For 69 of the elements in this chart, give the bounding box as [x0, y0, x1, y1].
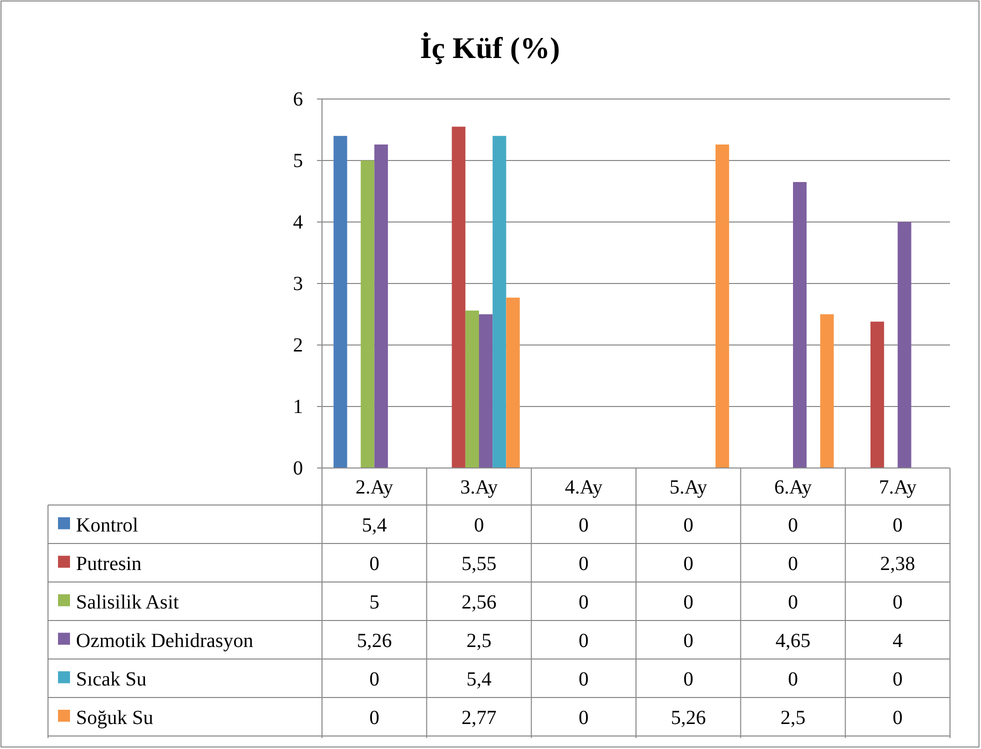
data-label: 0 [578, 514, 589, 536]
data-label: 5,4 [466, 668, 492, 690]
data-label: 0 [788, 591, 798, 614]
data-label: 5,26 [670, 706, 706, 729]
bar [870, 322, 884, 468]
bar [820, 314, 834, 468]
data-label: 0 [788, 552, 798, 575]
data-label: 0 [788, 514, 798, 536]
x-tick-label: 3.Ay [460, 476, 498, 498]
data-label: 0 [369, 706, 380, 729]
y-tick-label: 0 [293, 457, 303, 480]
data-label: 0 [578, 706, 589, 729]
data-label: 2,56 [462, 591, 496, 614]
data-label: 0 [683, 514, 694, 536]
legend-label: Soğuk Su [76, 706, 154, 729]
data-label: 0 [683, 630, 694, 652]
bar [793, 182, 807, 468]
data-label: 0 [578, 591, 589, 614]
x-tick-label: 7.Ay [878, 476, 916, 498]
data-label: 0 [578, 630, 589, 652]
legend-label: Putresin [76, 552, 142, 575]
x-tick-label: 6.Ay [774, 476, 812, 498]
data-label: 0 [369, 668, 380, 690]
x-tick-label: 2.Ay [356, 476, 394, 498]
bar [334, 136, 348, 468]
x-tick-label: 4.Ay [564, 476, 602, 498]
y-tick-label: 1 [293, 396, 303, 418]
data-label: 0 [892, 706, 903, 729]
bar [898, 222, 912, 468]
data-label: 0 [892, 514, 903, 536]
bar [479, 314, 493, 468]
bar [465, 310, 479, 468]
chart-title: İç Küf (%) [420, 32, 560, 65]
data-label: 4,65 [776, 630, 810, 652]
data-label: 2,77 [462, 706, 496, 729]
y-tick-label: 5 [293, 150, 303, 172]
data-label: 0 [474, 514, 484, 536]
data-label: 0 [369, 552, 380, 575]
data-label: 0 [892, 591, 903, 614]
bar [360, 160, 374, 468]
data-label: 0 [788, 668, 798, 690]
data-label: 2,5 [780, 706, 806, 729]
data-label: 2,38 [880, 552, 916, 575]
legend-label: Kontrol [76, 514, 139, 536]
data-label: 0 [578, 668, 589, 690]
y-tick-label: 2 [293, 334, 303, 356]
y-tick-label: 3 [293, 272, 303, 295]
data-label: 2,5 [466, 630, 492, 652]
data-label: 5,55 [462, 552, 496, 575]
data-label: 0 [683, 552, 694, 575]
x-tick-label: 5.Ay [670, 476, 708, 498]
bar [506, 298, 520, 468]
y-tick-label: 4 [293, 211, 303, 234]
bar [452, 126, 466, 468]
data-label: 4 [892, 630, 903, 652]
bar [716, 144, 730, 468]
data-label: 0 [578, 552, 589, 575]
data-label: 5,26 [356, 630, 392, 652]
data-label: 0 [683, 591, 694, 614]
bar [374, 144, 388, 468]
data-label: 5,4 [362, 514, 387, 536]
legend-label: Sıcak Su [76, 668, 147, 690]
data-label: 0 [683, 668, 694, 690]
legend-label: Salisilik Asit [76, 591, 180, 614]
legend-label: Ozmotik Dehidrasyon [76, 630, 254, 652]
bar [492, 136, 506, 468]
data-label: 0 [892, 668, 903, 690]
data-label: 5 [369, 591, 380, 614]
y-tick-label: 6 [293, 88, 303, 110]
